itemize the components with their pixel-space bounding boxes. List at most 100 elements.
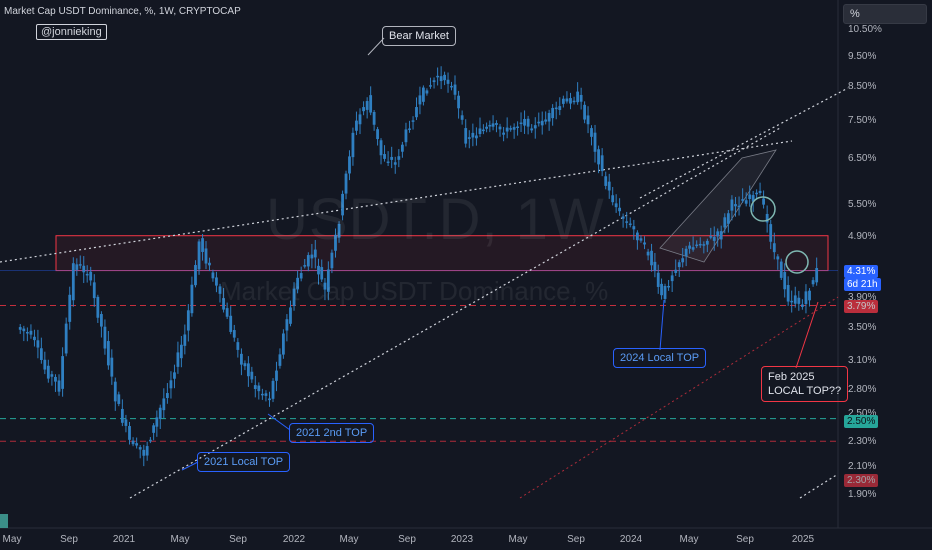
y-tick: 10.50% xyxy=(848,24,882,35)
candle-body xyxy=(169,380,173,389)
candle-body xyxy=(303,265,307,267)
candle-body xyxy=(61,356,65,389)
candle-body xyxy=(33,336,36,341)
candle-body xyxy=(337,223,341,238)
pointer-2021-2nd-top xyxy=(267,413,291,431)
trendline-lower xyxy=(799,473,839,499)
candle-body xyxy=(709,236,713,238)
candle-body xyxy=(264,393,268,396)
level-tag-teal: 2.50% xyxy=(844,415,879,428)
candle-body xyxy=(429,85,432,87)
callout-bear-market: Bear Market xyxy=(382,26,456,46)
candle-body xyxy=(253,385,257,390)
y-tick: 1.90% xyxy=(848,489,877,500)
candle-body xyxy=(674,269,678,273)
candle-body xyxy=(183,334,187,346)
x-tick: 2024 xyxy=(619,534,643,545)
candle-body xyxy=(663,285,667,299)
candle-body xyxy=(317,265,320,275)
candle-body xyxy=(158,407,162,419)
y-tick: 2.80% xyxy=(848,384,877,395)
x-tick: 2023 xyxy=(450,534,474,545)
y-tick: 5.50% xyxy=(848,199,877,210)
candle-body xyxy=(39,348,43,360)
candle-body xyxy=(716,231,720,237)
candle-body xyxy=(621,216,625,219)
pointer-feb-2025 xyxy=(795,301,819,369)
candle-body xyxy=(505,127,509,132)
callout-feb-2025-line1: Feb 2025 xyxy=(768,371,815,383)
x-tick: May xyxy=(170,534,190,545)
candle-body xyxy=(808,290,811,301)
candle-body xyxy=(660,283,663,296)
candle-body xyxy=(565,98,569,102)
candle-body xyxy=(607,181,611,191)
candle-body xyxy=(790,300,794,303)
candle-body xyxy=(113,381,117,402)
candle-body xyxy=(450,85,453,88)
candle-body xyxy=(432,80,436,83)
level-tag-red-low: 2.30% xyxy=(844,474,879,487)
candle-body xyxy=(275,370,278,381)
level-tag-red: 3.79% xyxy=(844,300,879,313)
candle-body xyxy=(218,286,222,294)
candle-body xyxy=(737,205,741,208)
candle-body xyxy=(667,285,670,288)
candle-body xyxy=(204,248,208,264)
candle-body xyxy=(705,240,709,245)
candle-body xyxy=(404,129,408,143)
candle-body xyxy=(646,251,650,256)
candle-body xyxy=(786,285,790,302)
y-tick: 8.50% xyxy=(848,81,877,92)
x-tick: Sep xyxy=(229,534,247,545)
candle-body xyxy=(165,393,169,399)
x-tick: Sep xyxy=(398,534,416,545)
candle-body xyxy=(502,132,505,135)
candle-body xyxy=(25,331,29,334)
candle-body xyxy=(82,265,86,273)
candle-body xyxy=(436,75,440,78)
candle-body xyxy=(152,425,156,433)
candle-body xyxy=(460,115,464,120)
highlight-circle-2 xyxy=(785,250,809,274)
candle-body xyxy=(765,213,769,223)
candle-body xyxy=(355,120,358,131)
candle-body xyxy=(530,128,534,131)
candle-body xyxy=(117,394,121,404)
candle-body xyxy=(698,243,702,246)
candle-body xyxy=(124,419,128,426)
candle-body xyxy=(600,155,604,172)
candle-body xyxy=(222,298,225,310)
candle-body xyxy=(779,261,783,278)
callout-2021-2nd-top: 2021 2nd TOP xyxy=(289,423,375,443)
candle-body xyxy=(348,156,351,174)
candle-body xyxy=(793,295,797,304)
candle-body xyxy=(614,203,618,208)
rising-channel xyxy=(659,149,777,263)
highlight-circle-1 xyxy=(750,196,776,222)
candle-body xyxy=(260,393,264,396)
candle-body xyxy=(225,308,229,317)
candle-body xyxy=(425,90,429,94)
candle-body xyxy=(281,333,285,355)
candle-body xyxy=(268,398,271,401)
candle-body xyxy=(744,200,748,204)
unit-selector[interactable]: % xyxy=(843,4,927,24)
candle-body xyxy=(162,398,166,411)
candle-body xyxy=(723,217,727,228)
candle-body xyxy=(734,204,737,207)
candle-body xyxy=(78,264,82,266)
scroll-handle xyxy=(0,514,8,528)
candle-body xyxy=(397,156,401,160)
current-price-tag: 4.31% xyxy=(844,265,879,278)
trendline-upper-resistance xyxy=(0,140,793,263)
y-tick: 3.50% xyxy=(848,322,877,333)
candle-body xyxy=(800,304,804,307)
candle-body xyxy=(797,297,801,304)
candle-body xyxy=(498,126,502,130)
candle-body xyxy=(393,162,397,165)
candle-body xyxy=(569,98,572,104)
candle-body xyxy=(579,94,583,102)
candle-body xyxy=(96,296,100,318)
